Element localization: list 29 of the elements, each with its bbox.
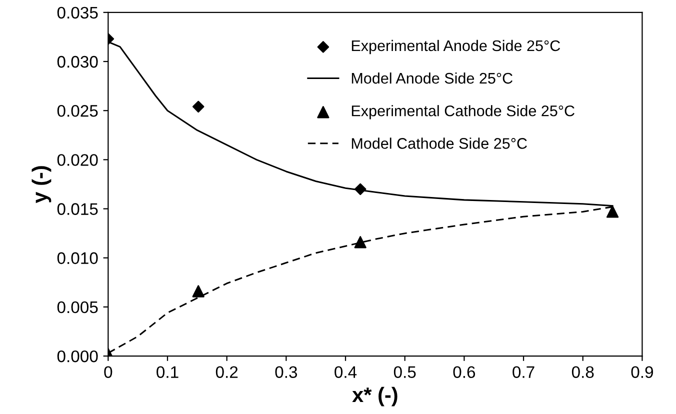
y-axis-title: y (-): [32, 166, 52, 204]
point: [192, 100, 204, 113]
x-tick-label: 0.1: [156, 366, 178, 378]
y-tick-label: 0.015: [57, 203, 98, 215]
y-tick-label: 0.030: [57, 56, 98, 68]
x-tick-label: 0.2: [216, 366, 238, 378]
point: [354, 183, 366, 196]
y-tick-label: 0.025: [57, 105, 98, 117]
x-axis-title: x* (-): [352, 386, 398, 406]
x-tick-label: 0.5: [394, 366, 416, 378]
point: [606, 206, 619, 218]
x-tick-label: 0.3: [275, 366, 298, 378]
legend-label: Model Anode Side 25°C: [352, 72, 513, 84]
point: [192, 285, 204, 298]
legend-label: Model Cathode Side 25°C: [352, 138, 527, 149]
x-tick-label: 0.4: [334, 366, 357, 378]
legend-label: Experimental Cathode Side 25°C: [352, 105, 574, 120]
y-tick-label: 0.005: [57, 301, 98, 314]
y-tick-label: 0.035: [57, 6, 98, 19]
x-tick-label: 0: [104, 366, 112, 378]
y-tick-label: 0.010: [57, 252, 98, 264]
legend-label: Experimental Anode Side 25°C: [352, 40, 560, 54]
point: [354, 236, 366, 248]
x-tick-label: 0.9: [631, 366, 653, 378]
x-tick-label: 0.7: [512, 366, 534, 378]
x-tick-label: 0.8: [572, 366, 594, 378]
y-tick-label: 0.000: [57, 350, 98, 362]
y-tick-label: 0.020: [57, 154, 98, 166]
x-tick-label: 0.6: [453, 366, 476, 378]
